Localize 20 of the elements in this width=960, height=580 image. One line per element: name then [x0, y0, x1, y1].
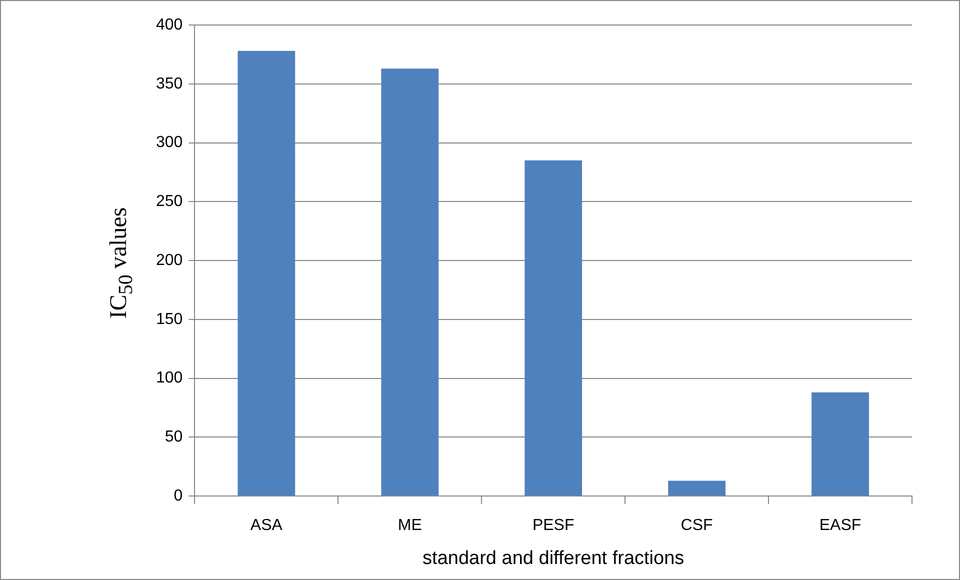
y-tick-label: 0	[174, 487, 183, 504]
bar	[524, 160, 582, 496]
x-tick-label: EASF	[819, 517, 862, 534]
x-axis-title: standard and different fractions	[422, 548, 684, 569]
y-tick-label: 350	[156, 75, 183, 92]
x-tick-label: CSF	[680, 517, 714, 534]
y-tick-label: 400	[156, 16, 183, 34]
y-tick-label: 50	[164, 428, 183, 446]
bar	[381, 68, 439, 496]
bar	[668, 480, 726, 496]
bar	[238, 50, 296, 496]
bar	[812, 392, 869, 496]
y-tick-label: 300	[156, 134, 183, 152]
x-tick-label: ME	[398, 517, 422, 534]
y-tick-label: 150	[156, 310, 183, 328]
x-tick-label: PESF	[532, 517, 574, 534]
y-tick-label: 200	[156, 252, 183, 269]
x-tick-label: ASA	[250, 517, 283, 534]
y-tick-label: 250	[156, 193, 183, 210]
y-tick-label: 100	[156, 370, 183, 387]
